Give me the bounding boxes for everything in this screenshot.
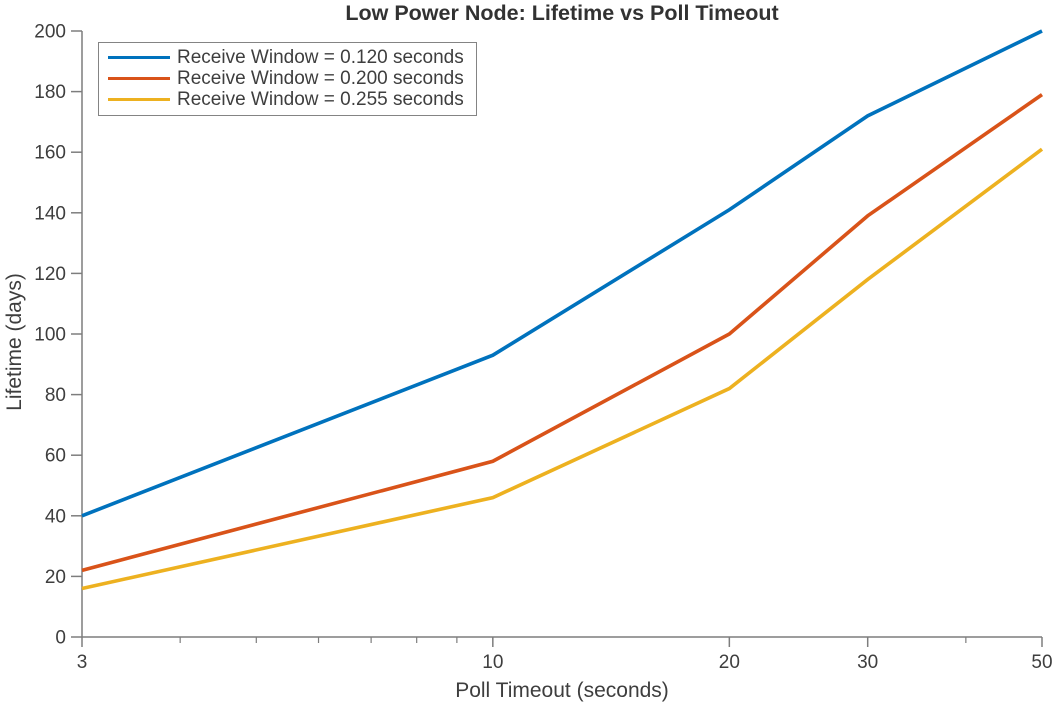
- legend-item: Receive Window = 0.200 seconds: [108, 68, 464, 89]
- legend: Receive Window = 0.120 seconds Receive Wi…: [98, 42, 477, 116]
- chart-title: Low Power Node: Lifetime vs Poll Timeout: [345, 1, 779, 25]
- legend-item-label: Receive Window = 0.120 seconds: [177, 47, 464, 68]
- y-tick-label: 100: [34, 325, 66, 346]
- series-line-1: [81, 93, 1044, 573]
- y-axis-label: Lifetime (days): [3, 273, 26, 411]
- series-line-2: [81, 147, 1044, 591]
- series-line-0: [81, 29, 1043, 518]
- y-tick-label: 40: [45, 506, 66, 527]
- y-tick-label: 20: [45, 567, 66, 588]
- legend-item-label: Receive Window = 0.255 seconds: [177, 89, 464, 110]
- x-axis-label: Poll Timeout (seconds): [455, 679, 669, 702]
- x-tick-label: 10: [482, 652, 503, 673]
- y-tick-label: 200: [34, 22, 66, 43]
- legend-line-sample: [108, 97, 170, 102]
- y-tick-label: 60: [45, 446, 66, 467]
- y-tick-label: 120: [34, 264, 66, 285]
- y-tick-label: 80: [45, 385, 66, 406]
- legend-line-sample: [108, 55, 170, 60]
- y-tick-label: 140: [34, 203, 66, 224]
- legend-line-sample: [108, 76, 170, 81]
- y-tick-label: 160: [34, 143, 66, 164]
- x-tick-label: 3: [77, 652, 88, 673]
- x-tick-label: 50: [1031, 652, 1052, 673]
- legend-item-label: Receive Window = 0.200 seconds: [177, 68, 464, 89]
- x-tick-label: 30: [857, 652, 878, 673]
- x-tick-label: 20: [719, 652, 740, 673]
- legend-item: Receive Window = 0.255 seconds: [108, 89, 464, 110]
- legend-item: Receive Window = 0.120 seconds: [108, 47, 464, 68]
- y-tick-label: 180: [34, 82, 66, 103]
- y-tick-label: 0: [55, 628, 66, 649]
